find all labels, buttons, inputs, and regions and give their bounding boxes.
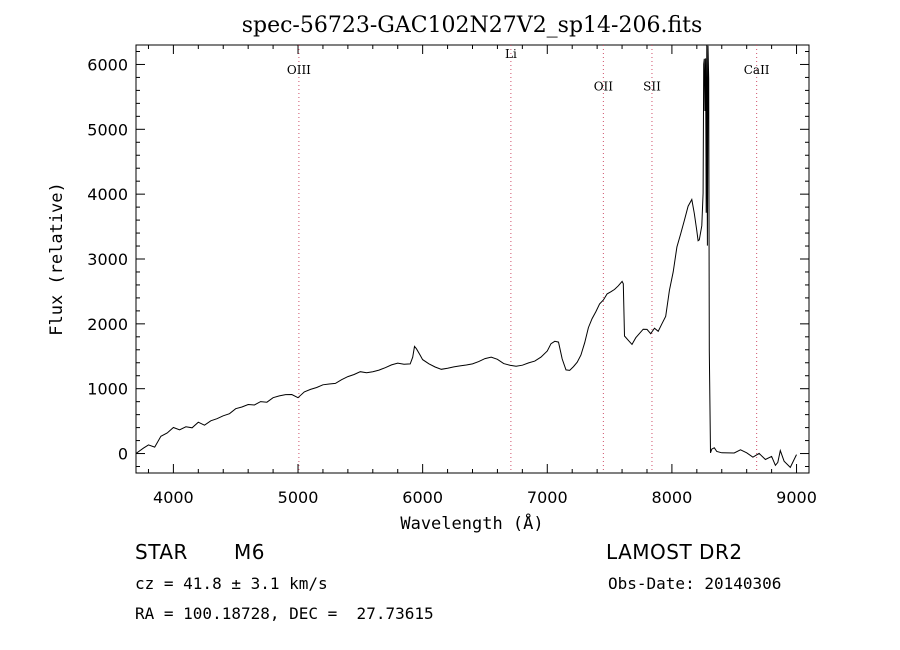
y-tick-label: 1000 — [87, 380, 128, 399]
line-label-oii: OII — [594, 79, 614, 93]
line-label-caii: CaII — [744, 63, 770, 77]
y-tick-label: 4000 — [87, 185, 128, 204]
redshift-velocity: cz = 41.8 ± 3.1 km/s — [135, 574, 328, 593]
x-tick-label: 8000 — [652, 488, 693, 507]
x-tick-label: 6000 — [402, 488, 443, 507]
object-class: STAR — [135, 540, 188, 564]
line-label-oiii: OIII — [287, 63, 311, 77]
x-tick-label: 4000 — [153, 488, 194, 507]
x-tick-label: 5000 — [278, 488, 319, 507]
y-axis-label-group: Flux (relative) — [47, 182, 67, 336]
survey-name: LAMOST DR2 — [606, 540, 743, 564]
observation-date: Obs-Date: 20140306 — [608, 574, 782, 593]
y-tick-label: 5000 — [87, 120, 128, 139]
spectrum-line — [136, 45, 797, 469]
object-subclass: M6 — [234, 540, 265, 564]
plot-area: 4000 5000 6000 7000 8000 9000 0 1000 2000 3000 400… — [87, 44, 817, 507]
y-tick-label: 0 — [118, 445, 128, 464]
x-axis-label: Wavelength (Å) — [400, 512, 543, 534]
x-tick-label: 7000 — [527, 488, 568, 507]
y-tick-label: 3000 — [87, 250, 128, 269]
line-label-li: Li — [505, 47, 517, 61]
sky-coordinates: RA = 100.18728, DEC = 27.73615 — [135, 604, 434, 623]
y-axis-label: Flux (relative) — [47, 182, 67, 336]
y-tick-label: 6000 — [87, 55, 128, 74]
line-label-sii: SII — [643, 79, 661, 93]
chart-title: spec-56723-GAC102N27V2_sp14-206.fits — [242, 13, 703, 38]
y-tick-label: 2000 — [87, 315, 128, 334]
x-tick-label: 9000 — [776, 488, 817, 507]
